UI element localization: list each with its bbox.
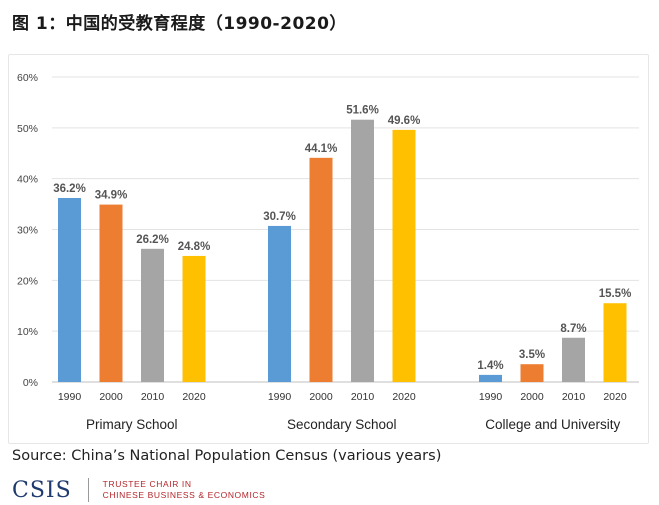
data-label: 26.2% — [136, 234, 169, 246]
data-label: 3.5% — [519, 349, 545, 361]
x-tick-label: 2000 — [520, 391, 544, 403]
data-label: 15.5% — [599, 288, 632, 300]
x-tick-label: 2010 — [351, 391, 375, 403]
trustee-line-2: CHINESE BUSINESS & ECONOMICS — [102, 490, 266, 500]
y-tick-label: 40% — [17, 174, 38, 186]
category-label: Primary School — [86, 417, 178, 432]
bar-1990 — [479, 374, 502, 382]
data-label: 1.4% — [477, 360, 503, 372]
x-tick-label: 1990 — [58, 391, 82, 403]
x-tick-label: 1990 — [479, 391, 503, 403]
x-tick-label: 2020 — [182, 391, 206, 403]
x-tick-label: 1990 — [268, 391, 292, 403]
bar-2000 — [520, 364, 544, 382]
bar-2020 — [392, 129, 416, 382]
y-tick-label: 20% — [17, 275, 38, 287]
y-tick-label: 60% — [17, 72, 38, 84]
bar-2000 — [99, 204, 123, 382]
category-label: College and University — [485, 417, 620, 432]
csis-logo: CSIS TRUSTEE CHAIR IN CHINESE BUSINESS &… — [12, 476, 265, 504]
trustee-line-1: TRUSTEE CHAIR IN — [102, 479, 192, 489]
x-tick-label: 2010 — [141, 391, 165, 403]
trustee-chair-text: TRUSTEE CHAIR IN CHINESE BUSINESS & ECON… — [103, 479, 266, 501]
category-label: Secondary School — [287, 417, 397, 432]
y-tick-label: 10% — [17, 326, 38, 338]
data-label: 8.7% — [560, 323, 586, 335]
x-tick-label: 2000 — [309, 391, 333, 403]
bar-2020 — [603, 303, 627, 382]
chart-frame: 0% 10% 20% 30% 40% 50% 60% 36.2% 1990 34.9% 2000 26… — [8, 54, 649, 444]
page-title: 图 1：中国的受教育程度（1990-2020） — [12, 14, 347, 34]
x-tick-label: 2000 — [99, 391, 123, 403]
data-label: 44.1% — [305, 143, 338, 155]
bar-2010 — [562, 337, 585, 382]
csis-wordmark: CSIS — [12, 477, 72, 503]
bar-1990 — [58, 197, 81, 382]
logo-divider — [87, 478, 89, 502]
data-label: 34.9% — [95, 190, 128, 202]
bar-2020 — [182, 255, 206, 382]
bar-1990 — [268, 225, 291, 382]
bar-chart: 0% 10% 20% 30% 40% 50% 60% 36.2% 1990 34.9% 2000 26… — [17, 72, 639, 432]
data-label: 36.2% — [53, 183, 86, 195]
y-tick-label: 0% — [23, 377, 38, 389]
data-label: 49.6% — [388, 115, 421, 127]
x-tick-label: 2020 — [392, 391, 416, 403]
data-label: 24.8% — [178, 241, 211, 253]
bar-2010 — [141, 248, 164, 382]
data-label: 30.7% — [263, 211, 296, 223]
data-label: 51.6% — [346, 105, 379, 117]
y-tick-label: 50% — [17, 123, 38, 135]
x-tick-label: 2020 — [603, 391, 627, 403]
y-tick-label: 30% — [17, 225, 38, 237]
x-tick-label: 2010 — [562, 391, 586, 403]
bar-2000 — [309, 157, 333, 382]
bar-2010 — [351, 119, 374, 382]
source-note: Source: China’s National Population Cens… — [12, 448, 442, 464]
